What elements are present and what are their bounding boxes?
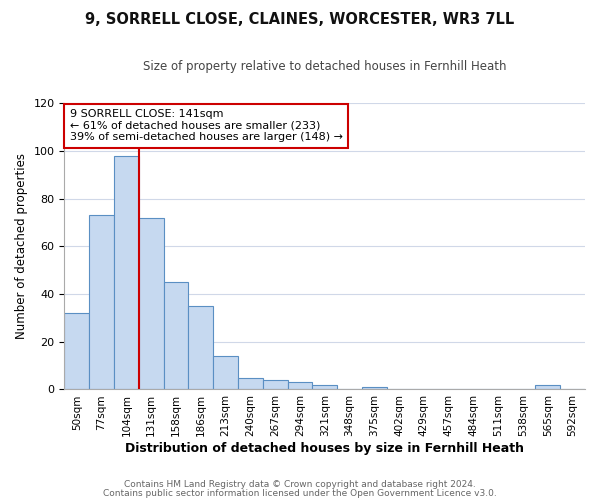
Bar — [114, 156, 139, 390]
Bar — [139, 218, 164, 390]
Y-axis label: Number of detached properties: Number of detached properties — [15, 154, 28, 340]
Bar — [188, 306, 213, 390]
Bar — [213, 356, 238, 390]
Text: Contains public sector information licensed under the Open Government Licence v3: Contains public sector information licen… — [103, 488, 497, 498]
Text: 9 SORRELL CLOSE: 141sqm
← 61% of detached houses are smaller (233)
39% of semi-d: 9 SORRELL CLOSE: 141sqm ← 61% of detache… — [70, 109, 343, 142]
Title: Size of property relative to detached houses in Fernhill Heath: Size of property relative to detached ho… — [143, 60, 506, 73]
Bar — [238, 378, 263, 390]
X-axis label: Distribution of detached houses by size in Fernhill Heath: Distribution of detached houses by size … — [125, 442, 524, 455]
Bar — [313, 384, 337, 390]
Bar — [64, 313, 89, 390]
Bar — [89, 216, 114, 390]
Bar — [263, 380, 287, 390]
Text: 9, SORRELL CLOSE, CLAINES, WORCESTER, WR3 7LL: 9, SORRELL CLOSE, CLAINES, WORCESTER, WR… — [85, 12, 515, 28]
Bar — [535, 384, 560, 390]
Bar — [164, 282, 188, 390]
Text: Contains HM Land Registry data © Crown copyright and database right 2024.: Contains HM Land Registry data © Crown c… — [124, 480, 476, 489]
Bar — [287, 382, 313, 390]
Bar — [362, 387, 386, 390]
